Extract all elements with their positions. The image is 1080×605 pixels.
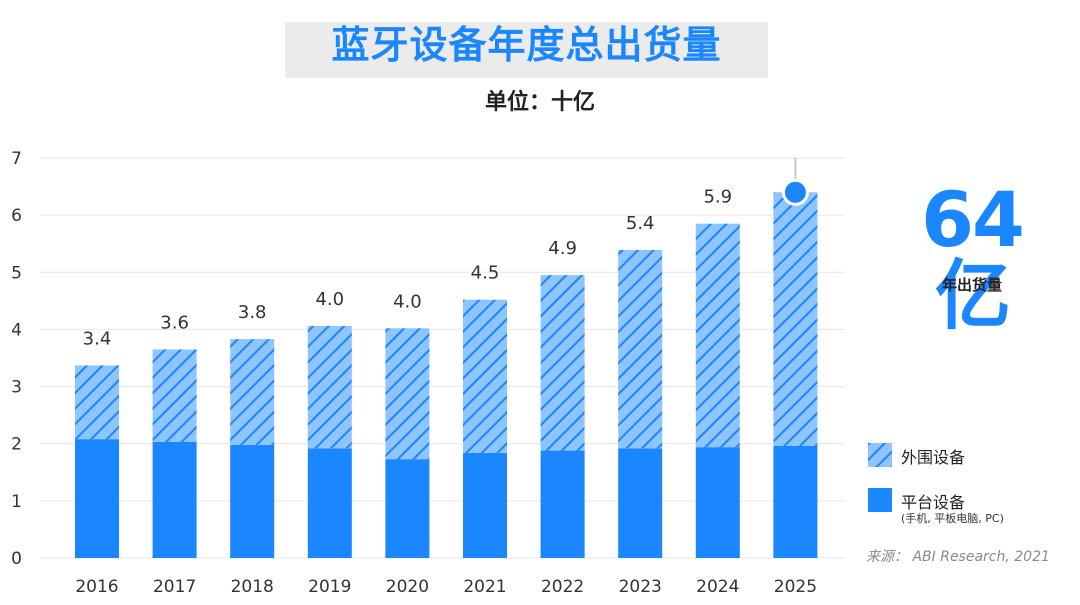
chart-subtitle: 单位：十亿 xyxy=(484,90,595,115)
bar-peripheral xyxy=(540,275,585,451)
y-tick-label: 3 xyxy=(11,378,22,398)
legend-label-platform: 平台设备 xyxy=(901,493,966,512)
legend-swatch-hatched xyxy=(868,443,892,467)
legend-label-peripheral: 外围设备 xyxy=(901,448,966,467)
bar-platform xyxy=(75,439,119,558)
value-label: 3.8 xyxy=(238,302,267,323)
bar-platform xyxy=(618,448,663,558)
title-background xyxy=(285,22,768,78)
value-label: 4.0 xyxy=(393,291,422,312)
x-tick-label: 2023 xyxy=(619,577,662,597)
legend-swatch-solid xyxy=(868,488,892,512)
x-tick-label: 2024 xyxy=(696,577,739,597)
y-tick-label: 5 xyxy=(11,263,22,283)
highlight-label: 年出货量 xyxy=(941,276,1002,294)
y-tick-label: 4 xyxy=(11,320,22,340)
x-tick-label: 2017 xyxy=(153,577,196,597)
bar-platform xyxy=(152,442,197,558)
legend-note-platform: (手机, 平板电脑, PC) xyxy=(901,512,1004,525)
value-label: 4.5 xyxy=(471,263,500,284)
x-tick-label: 2021 xyxy=(463,577,506,597)
x-tick-label: 2020 xyxy=(386,577,429,597)
value-labels: 3.4 3.6 3.8 4.0 4.0 4.5 4.9 5.4 5.9 xyxy=(83,187,732,350)
bar-peripheral xyxy=(773,192,818,446)
bar-platform xyxy=(307,448,352,558)
value-label: 5.4 xyxy=(626,213,655,234)
x-tick-label: 2025 xyxy=(774,577,817,597)
bar-peripheral xyxy=(75,365,119,440)
highlight-value: 64亿 xyxy=(921,175,1025,340)
bar-platform xyxy=(463,452,507,558)
x-tick-label: 2016 xyxy=(75,577,118,597)
value-label: 3.4 xyxy=(83,328,112,349)
y-tick-label: 1 xyxy=(11,492,22,512)
value-label: 3.6 xyxy=(160,312,189,333)
bar-peripheral xyxy=(307,326,352,449)
marker-dot xyxy=(781,178,809,206)
value-label: 4.9 xyxy=(548,238,577,259)
bar-platform xyxy=(230,444,275,558)
y-tick-label: 7 xyxy=(11,149,22,169)
source-note: 来源： ABI Research, 2021 xyxy=(866,549,1050,565)
y-tick-label: 2 xyxy=(11,435,22,455)
bars xyxy=(75,192,818,558)
x-tick-label: 2022 xyxy=(541,577,584,597)
bar-peripheral xyxy=(230,339,275,445)
y-tick-label: 0 xyxy=(11,549,22,569)
bar-peripheral xyxy=(385,328,430,460)
x-tick-label: 2019 xyxy=(308,577,351,597)
bar-peripheral xyxy=(695,223,740,448)
y-tick-label: 6 xyxy=(11,206,22,226)
y-axis-ticks: 0 1 2 3 4 5 6 7 xyxy=(11,149,22,569)
bar-platform xyxy=(540,450,585,558)
bar-peripheral xyxy=(152,349,197,442)
highlight-marker xyxy=(781,158,809,206)
bar-platform xyxy=(385,459,430,558)
value-label: 5.9 xyxy=(703,187,732,208)
bar-peripheral xyxy=(463,299,507,453)
bar-peripheral xyxy=(618,250,663,449)
x-axis-ticks: 2016 2017 2018 2019 2020 2021 2022 2023 2024 2025 xyxy=(75,577,817,597)
bar-platform xyxy=(695,447,740,558)
chart-title: 蓝牙设备年度总出货量 xyxy=(331,23,722,67)
value-label: 4.0 xyxy=(315,289,344,310)
x-tick-label: 2018 xyxy=(231,577,274,597)
bar-platform xyxy=(773,446,818,558)
